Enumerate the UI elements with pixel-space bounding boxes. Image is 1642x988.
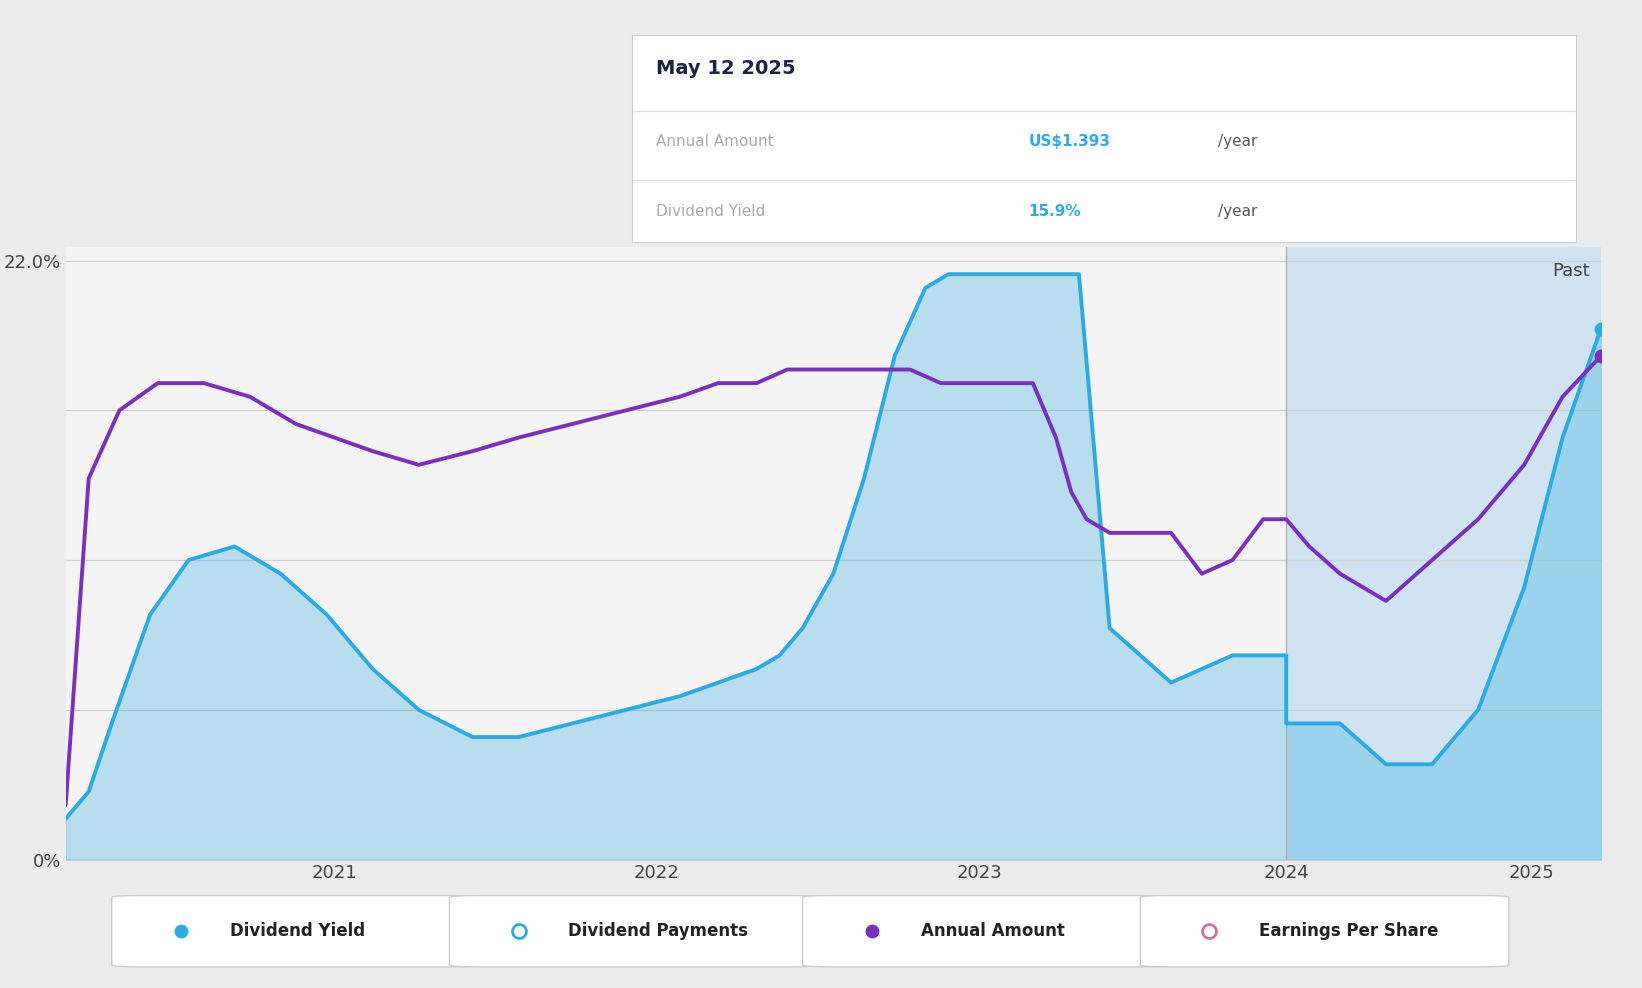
Text: 15.9%: 15.9% <box>1028 205 1082 219</box>
Text: Dividend Yield: Dividend Yield <box>655 205 765 219</box>
Text: US$1.393: US$1.393 <box>1028 134 1110 149</box>
Text: Annual Amount: Annual Amount <box>655 134 773 149</box>
Text: /year: /year <box>1218 205 1256 219</box>
Bar <box>1286 247 1601 860</box>
FancyBboxPatch shape <box>450 895 818 967</box>
Text: Earnings Per Share: Earnings Per Share <box>1258 922 1438 941</box>
Text: Dividend Yield: Dividend Yield <box>230 922 365 941</box>
Text: /year: /year <box>1218 134 1256 149</box>
Text: Annual Amount: Annual Amount <box>921 922 1064 941</box>
Text: Dividend Payments: Dividend Payments <box>568 922 747 941</box>
FancyBboxPatch shape <box>112 895 479 967</box>
FancyBboxPatch shape <box>803 895 1171 967</box>
Text: May 12 2025: May 12 2025 <box>655 59 795 78</box>
FancyBboxPatch shape <box>1140 895 1509 967</box>
Text: Past: Past <box>1553 262 1589 281</box>
